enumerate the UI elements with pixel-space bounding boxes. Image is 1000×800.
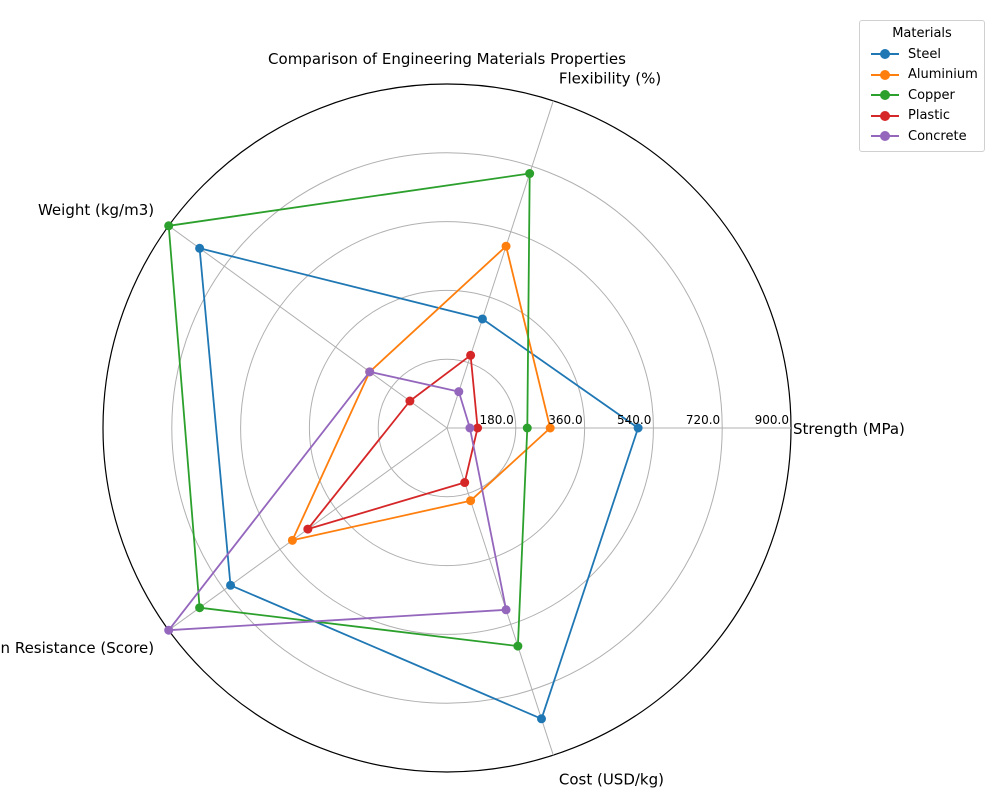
legend-swatch [868, 131, 902, 142]
series-line-copper [167, 172, 531, 647]
data-point-aluminium [466, 496, 476, 506]
data-point-concrete [501, 605, 511, 615]
data-point-copper [513, 641, 523, 651]
data-point-steel [195, 243, 205, 253]
data-point-concrete [465, 423, 475, 433]
data-point-plastic [466, 350, 476, 360]
legend-label: Copper [908, 87, 955, 103]
series-line-aluminium [291, 245, 552, 542]
axis-label: Weight (kg/m3) [38, 201, 154, 219]
data-point-plastic [460, 478, 470, 488]
legend-item-plastic: Plastic [860, 106, 984, 127]
radial-tick-label: 180.0 [479, 413, 513, 427]
radial-tick-label: 540.0 [617, 413, 651, 427]
data-point-steel [536, 714, 546, 724]
legend-label: Concrete [908, 128, 967, 144]
legend-swatch [868, 69, 902, 80]
series-line-concrete [167, 370, 508, 632]
data-point-copper [195, 603, 205, 613]
data-point-steel [633, 423, 643, 433]
data-point-aluminium [545, 423, 555, 433]
axis-spoke [446, 100, 554, 429]
legend-swatch [868, 49, 902, 60]
series-line-steel [198, 247, 639, 720]
chart-title: Comparison of Engineering Materials Prop… [268, 50, 626, 68]
legend-item-concrete: Concrete [860, 126, 984, 147]
axis-label: Cost (USD/kg) [559, 770, 664, 788]
data-point-concrete [365, 367, 375, 377]
axis-label: Corrosion Resistance (Score) [0, 639, 154, 657]
legend-label: Steel [908, 46, 941, 62]
radial-tick-label: 900.0 [755, 413, 789, 427]
legend: Materials Steel Aluminium Copper Plastic Con… [859, 20, 985, 152]
data-point-copper [525, 169, 535, 179]
data-point-steel [226, 580, 236, 590]
data-point-copper [164, 221, 174, 231]
axis-spoke [168, 225, 448, 429]
legend-swatch [868, 110, 902, 121]
legend-item-copper: Copper [860, 85, 984, 106]
data-point-plastic [405, 396, 415, 406]
data-point-plastic [303, 524, 313, 534]
data-point-concrete [454, 387, 464, 397]
data-point-aluminium [501, 241, 511, 251]
data-point-aluminium [287, 535, 297, 545]
data-point-copper [522, 423, 532, 433]
legend-item-steel: Steel [860, 44, 984, 65]
radial-tick-label: 720.0 [686, 413, 720, 427]
legend-item-aluminium: Aluminium [860, 65, 984, 86]
data-point-concrete [164, 625, 174, 635]
legend-swatch [868, 90, 902, 101]
axis-label: Strength (MPa) [793, 420, 905, 438]
legend-label: Aluminium [908, 67, 978, 83]
legend-label: Plastic [908, 108, 951, 124]
axis-label: Flexibility (%) [559, 70, 661, 88]
data-point-plastic [473, 423, 483, 433]
data-point-steel [477, 314, 487, 324]
radial-tick-label: 360.0 [548, 413, 582, 427]
series-line-plastic [306, 354, 479, 530]
axis-spoke [446, 427, 554, 756]
legend-title: Materials [892, 26, 952, 41]
